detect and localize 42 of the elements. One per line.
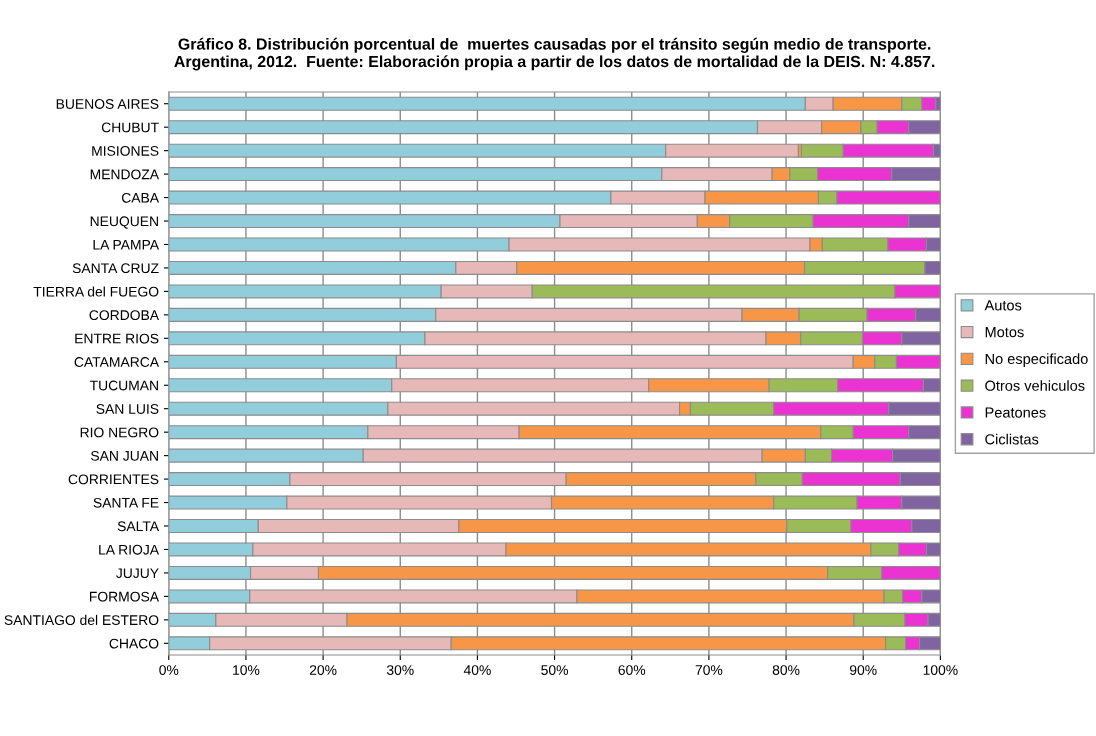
y-tick-label: FORMOSA <box>89 591 160 602</box>
legend-label: No especificado <box>985 353 1088 367</box>
chart-title: Gráfico 8. Distribución porcentual de muertes causadas por el tránsito según medio de transporte. Argentina, 2012. Fuente: Elaboración propia a partir de los datos de mortalidad de la DEIS. N: 4.857. <box>174 37 935 71</box>
y-tick-label: CHACO <box>109 638 159 649</box>
x-tick-label: 70% <box>695 665 723 675</box>
legend-label: Peatones <box>985 407 1046 418</box>
y-tick-label: BUENOS AIRES <box>56 99 159 109</box>
y-tick-label: NEUQUEN <box>90 216 158 229</box>
legend-label: Autos <box>984 300 1022 311</box>
legend-label: Ciclistas <box>985 433 1039 445</box>
y-tick-label: CATAMARCA <box>74 357 160 367</box>
x-tick-label: 100% <box>923 665 958 675</box>
legend-label: Motos <box>985 327 1024 338</box>
x-tick-label: 20% <box>309 665 337 675</box>
x-tick-label: 10% <box>233 665 260 675</box>
y-tick-label: JUJUY <box>116 568 159 579</box>
legend-label: Otros vehiculos <box>985 380 1085 391</box>
y-tick-label: MENDOZA <box>90 169 160 180</box>
x-tick-label: 0% <box>159 665 179 675</box>
y-tick-label: CORRIENTES <box>68 474 159 485</box>
y-tick-label: TIERRA del FUEGO <box>33 286 159 297</box>
x-tick-label: 40% <box>463 665 491 675</box>
y-tick-label: TUCUMAN <box>89 380 158 391</box>
y-tick-label: SAN LUIS <box>96 404 159 414</box>
x-tick-label: 30% <box>386 665 414 675</box>
y-tick-label: SANTIAGO del ESTERO <box>4 614 159 626</box>
y-tick-label: CHUBUT <box>101 122 159 133</box>
y-tick-label: ENTRE RIOS <box>75 333 159 344</box>
y-tick-label: CABA <box>121 192 160 203</box>
y-tick-label: SANTA CRUZ <box>72 263 159 274</box>
x-tick-label: 90% <box>849 665 877 675</box>
y-tick-label: LA PAMPA <box>93 239 160 250</box>
y-tick-label: CORDOBA <box>89 310 160 321</box>
y-tick-label: SANTA FE <box>93 497 159 508</box>
y-tick-label: SALTA <box>117 521 160 532</box>
x-tick-label: 50% <box>541 665 568 675</box>
y-tick-label: LA RIOJA <box>99 544 160 555</box>
y-tick-label: MISIONES <box>92 145 159 156</box>
y-tick-label: SAN JUAN <box>91 450 158 461</box>
x-tick-label: 80% <box>772 665 800 675</box>
x-tick-label: 60% <box>618 665 646 675</box>
y-tick-label: RIO NEGRO <box>80 427 159 438</box>
